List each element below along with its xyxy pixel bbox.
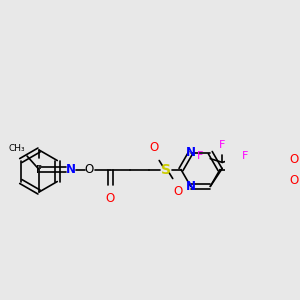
Text: CH₃: CH₃ (9, 144, 26, 153)
Text: O: O (173, 185, 183, 198)
Text: N: N (186, 180, 196, 193)
Text: F: F (196, 152, 203, 161)
Text: N: N (66, 163, 76, 176)
Text: O: O (85, 163, 94, 176)
Text: N: N (186, 146, 196, 159)
Text: S: S (161, 163, 171, 176)
Text: F: F (36, 165, 42, 175)
Text: F: F (219, 140, 226, 150)
Text: F: F (242, 152, 248, 161)
Text: O: O (149, 141, 159, 154)
Text: O: O (290, 173, 299, 187)
Text: O: O (290, 152, 299, 166)
Text: O: O (106, 192, 115, 205)
